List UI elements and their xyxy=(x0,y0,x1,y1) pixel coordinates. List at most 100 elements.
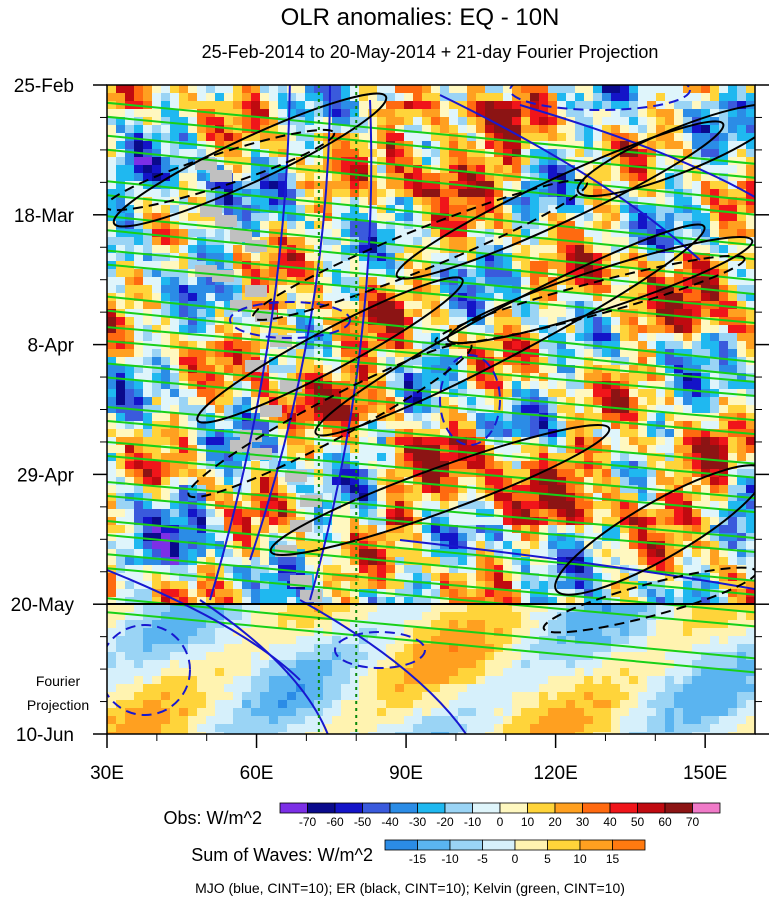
heatmap-cell xyxy=(332,421,342,430)
heatmap-cell xyxy=(332,109,342,118)
heatmap-cell xyxy=(548,213,558,222)
heatmap-cell xyxy=(386,389,396,398)
heatmap-cell xyxy=(116,117,126,126)
heatmap-cell xyxy=(323,309,333,318)
heatmap-cell xyxy=(557,628,567,637)
heatmap-cell xyxy=(530,437,540,446)
heatmap-cell xyxy=(134,349,144,358)
heatmap-cell xyxy=(575,389,585,398)
heatmap-cell xyxy=(422,125,432,134)
heatmap-cell xyxy=(440,445,450,454)
heatmap-cell xyxy=(719,549,729,558)
heatmap-cell xyxy=(107,301,117,310)
heatmap-cell xyxy=(728,565,738,574)
heatmap-cell xyxy=(620,453,630,462)
heatmap-cell xyxy=(359,549,369,558)
heatmap-cell xyxy=(719,365,729,374)
heatmap-cell xyxy=(512,133,522,142)
heatmap-cell xyxy=(431,317,441,326)
heatmap-cell xyxy=(251,221,261,230)
heatmap-cell xyxy=(107,501,117,510)
heatmap-cell xyxy=(386,229,396,238)
heatmap-cell xyxy=(125,173,135,182)
heatmap-cell xyxy=(593,197,603,206)
heatmap-cell xyxy=(485,413,495,422)
heatmap-cell xyxy=(359,365,369,374)
heatmap-cell xyxy=(143,525,153,534)
heatmap-cell xyxy=(251,325,261,334)
heatmap-cell xyxy=(512,341,522,350)
heatmap-cell xyxy=(404,125,414,134)
heatmap-cell xyxy=(584,469,594,478)
heatmap-cell xyxy=(314,581,324,590)
heatmap-cell xyxy=(161,525,171,534)
heatmap-cell xyxy=(233,413,243,422)
heatmap-cell xyxy=(332,620,342,629)
heatmap-cell xyxy=(188,277,198,286)
heatmap-cell xyxy=(224,357,234,366)
heatmap-cell xyxy=(134,173,144,182)
heatmap-cell xyxy=(233,269,243,278)
heatmap-cell xyxy=(161,181,171,190)
heatmap-cell xyxy=(359,285,369,294)
heatmap-cell xyxy=(728,461,738,470)
heatmap-cell xyxy=(449,197,459,206)
heatmap-cell xyxy=(152,397,162,406)
heatmap-cell xyxy=(305,125,315,134)
heatmap-cell xyxy=(188,333,198,342)
heatmap-cell xyxy=(467,365,477,374)
heatmap-cell xyxy=(746,413,755,422)
heatmap-cell xyxy=(566,620,576,629)
heatmap-cell xyxy=(125,469,135,478)
heatmap-cell xyxy=(431,405,441,414)
heatmap-cell xyxy=(323,597,333,606)
heatmap-cell xyxy=(458,541,468,550)
heatmap-cell xyxy=(548,285,558,294)
heatmap-cell xyxy=(152,237,162,246)
heatmap-cell xyxy=(530,221,540,230)
heatmap-cell xyxy=(143,245,153,254)
heatmap-cell xyxy=(647,189,657,198)
heatmap-cell xyxy=(260,197,270,206)
heatmap-cell xyxy=(422,429,432,438)
heatmap-cell xyxy=(251,509,261,518)
heatmap-cell xyxy=(224,85,234,94)
heatmap-cell xyxy=(233,253,243,262)
heatmap-cell xyxy=(458,453,468,462)
heatmap-cell xyxy=(179,517,189,526)
heatmap-cell xyxy=(116,101,126,110)
heatmap-cell xyxy=(440,533,450,542)
heatmap-cell xyxy=(737,157,747,166)
heatmap-cell xyxy=(440,109,450,118)
heatmap-cell xyxy=(422,557,432,566)
heatmap-cell xyxy=(422,437,432,446)
heatmap-cell xyxy=(575,285,585,294)
heatmap-cell xyxy=(350,453,360,462)
heatmap-cell xyxy=(413,165,423,174)
heatmap-cell xyxy=(368,517,378,526)
heatmap-cell xyxy=(233,612,243,621)
heatmap-cell xyxy=(656,333,666,342)
heatmap-cell xyxy=(548,229,558,238)
heatmap-cell xyxy=(287,197,297,206)
heatmap-cell xyxy=(467,461,477,470)
heatmap-cell xyxy=(584,301,594,310)
heatmap-cell xyxy=(521,125,531,134)
heatmap-cell xyxy=(359,612,369,621)
heatmap-cell xyxy=(161,573,171,582)
heatmap-cell xyxy=(359,397,369,406)
heatmap-cell xyxy=(152,405,162,414)
heatmap-cell xyxy=(629,469,639,478)
heatmap-cell xyxy=(494,493,504,502)
heatmap-cell xyxy=(170,485,180,494)
heatmap-cell xyxy=(125,589,135,598)
heatmap-cell xyxy=(134,245,144,254)
heatmap-cell xyxy=(566,525,576,534)
heatmap-cell xyxy=(386,565,396,574)
heatmap-cell xyxy=(629,333,639,342)
heatmap-cell xyxy=(701,397,711,406)
heatmap-cell xyxy=(638,269,648,278)
heatmap-cell xyxy=(611,565,621,574)
heatmap-cell xyxy=(215,325,225,334)
heatmap-cell xyxy=(665,317,675,326)
